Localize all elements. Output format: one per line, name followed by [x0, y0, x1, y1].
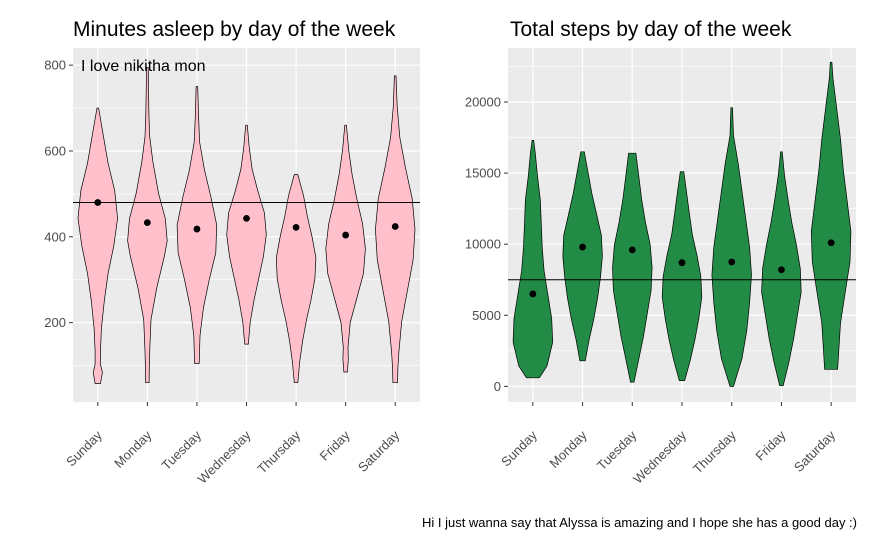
- steps-mean-point-tuesday: [628, 246, 636, 254]
- sleep-x-tick-label-tuesday: Tuesday: [159, 427, 205, 473]
- steps-x-tick-label-sunday: Sunday: [498, 427, 540, 469]
- steps-y-tick-label: 5000: [472, 308, 501, 323]
- steps-violin-monday: [562, 151, 603, 362]
- steps-y-tick-label: 10000: [465, 237, 501, 252]
- sleep-violin-thursday: [275, 174, 317, 384]
- steps-x-tick-label-thursday: Thursday: [690, 427, 739, 476]
- sleep-x-tick-label-thursday: Thursday: [254, 427, 303, 476]
- sleep-y-tick-label: 800: [44, 58, 66, 73]
- sleep-y-tick-label: 600: [44, 143, 66, 158]
- steps-violin-tuesday: [612, 152, 653, 383]
- steps-x-tick-label-friday: Friday: [752, 427, 788, 463]
- steps-violin-saturday: [810, 61, 852, 370]
- steps-chart-title: Total steps by day of the week: [510, 18, 792, 41]
- sleep-mean-point-monday: [143, 219, 151, 227]
- sleep-violin-tuesday: [176, 86, 218, 364]
- steps-mean-point-sunday: [529, 290, 537, 298]
- caption: Hi I just wanna say that Alyssa is amazi…: [422, 515, 857, 530]
- steps-mean-point-monday: [579, 243, 586, 251]
- steps-violin-wednesday: [661, 171, 703, 382]
- sleep-violin-friday: [325, 124, 366, 373]
- sleep-violin-wednesday: [226, 124, 267, 345]
- steps-y-tick-label: 0: [494, 379, 501, 394]
- sleep-x-tick-label-saturday: Saturday: [355, 427, 403, 475]
- sleep-mean-point-saturday: [391, 223, 399, 230]
- sleep-mean-point-wednesday: [243, 214, 250, 222]
- steps-violin-sunday: [512, 140, 554, 379]
- steps-panel: 0 5000 10000 15000 20000 Sunday Monday TuesdayW…: [465, 18, 856, 487]
- steps-x-tick-label-tuesday: Tuesday: [594, 427, 640, 473]
- sleep-annotation: I love nikitha mon: [81, 58, 206, 75]
- steps-violin-thursday: [711, 107, 752, 387]
- sleep-x-tick-label-sunday: Sunday: [63, 427, 105, 469]
- sleep-mean-point-sunday: [94, 199, 102, 206]
- sleep-chart-title: Minutes asleep by day of the week: [73, 18, 396, 41]
- steps-mean-point-saturday: [827, 239, 835, 247]
- sleep-panel: 200 400 600 800 Sunday Monday TuesdayWednesday…: [44, 18, 420, 487]
- sleep-violin-sunday: [77, 107, 118, 384]
- steps-mean-point-wednesday: [678, 259, 686, 267]
- sleep-x-tick-label-wednesday: Wednesday: [195, 427, 254, 486]
- sleep-mean-point-friday: [342, 231, 350, 239]
- sleep-x-tick-label-monday: Monday: [111, 427, 155, 471]
- sleep-mean-point-thursday: [292, 223, 300, 231]
- steps-x-tick-label-monday: Monday: [546, 427, 590, 471]
- steps-x-tick-label-wednesday: Wednesday: [630, 427, 689, 486]
- steps-x-tick-label-saturday: Saturday: [791, 427, 839, 475]
- steps-y-tick-label: 20000: [465, 95, 501, 110]
- sleep-mean-point-tuesday: [193, 225, 201, 233]
- sleep-x-tick-label-friday: Friday: [317, 427, 353, 463]
- steps-y-tick-label: 15000: [465, 166, 501, 181]
- sleep-y-tick-label: 200: [44, 315, 66, 330]
- sleep-y-tick-label: 400: [44, 229, 66, 244]
- steps-mean-point-friday: [778, 266, 785, 274]
- steps-mean-point-thursday: [728, 258, 736, 266]
